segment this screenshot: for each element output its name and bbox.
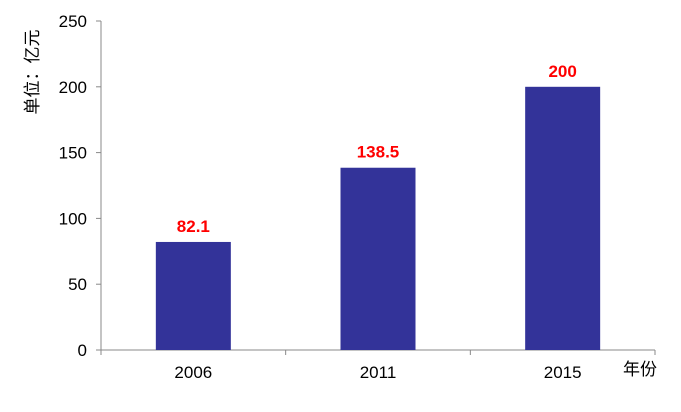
x-tick-label: 2015 xyxy=(544,363,582,382)
data-label: 82.1 xyxy=(177,217,210,236)
data-labels: 82.1 138.5 200 xyxy=(177,62,577,236)
y-axis-title: 单位：亿元 xyxy=(23,30,43,115)
x-ticks xyxy=(100,350,656,355)
x-tick-label: 2006 xyxy=(174,363,212,382)
y-tick-label: 250 xyxy=(59,12,87,31)
y-ticks: 0 50 100 150 200 250 xyxy=(59,12,101,360)
x-axis-title: 年份 xyxy=(623,360,657,380)
category-labels: 2006 2011 2015 xyxy=(174,363,581,382)
bar-2011 xyxy=(340,167,416,350)
bars xyxy=(155,86,601,351)
y-tick-label: 100 xyxy=(59,209,87,228)
y-tick-label: 150 xyxy=(59,144,87,163)
data-label: 138.5 xyxy=(357,143,400,162)
y-tick-label: 0 xyxy=(78,341,87,360)
y-tick-label: 200 xyxy=(59,78,87,97)
data-label: 200 xyxy=(548,62,576,81)
y-tick-label: 50 xyxy=(68,275,87,294)
x-tick-label: 2011 xyxy=(360,363,397,382)
bar-2015 xyxy=(525,86,601,351)
bar-2006 xyxy=(155,241,231,350)
